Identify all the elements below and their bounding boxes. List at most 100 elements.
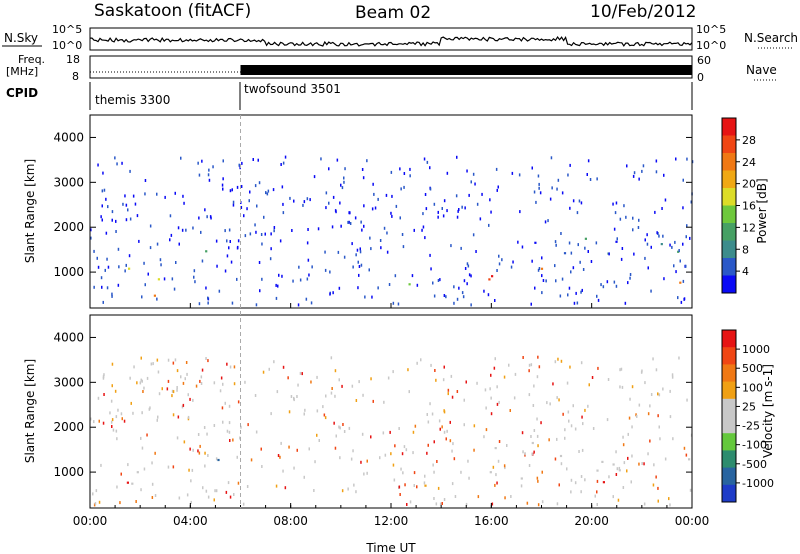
range-gate-cell <box>213 498 215 502</box>
range-gate-cell <box>324 250 326 254</box>
range-gate-cell <box>343 176 345 180</box>
cpid-label: CPID <box>6 86 38 100</box>
range-gate-cell <box>228 246 230 250</box>
range-gate-cell <box>154 494 157 497</box>
range-gate-cell <box>570 270 572 274</box>
range-gate-cell <box>307 258 310 262</box>
range-gate-cell <box>627 432 629 436</box>
range-gate-cell <box>281 185 284 189</box>
range-gate-cell <box>325 394 327 398</box>
range-gate-cell <box>549 402 551 406</box>
range-gate-cell <box>258 181 261 185</box>
range-gate-cell <box>325 191 328 195</box>
range-gate-cell <box>555 279 557 283</box>
range-gate-cell <box>655 170 658 174</box>
range-gate-cell <box>427 443 429 447</box>
range-gate-cell <box>580 290 582 294</box>
range-gate-cell <box>188 468 190 472</box>
range-gate-cell <box>674 240 676 244</box>
range-gate-cell <box>412 451 414 455</box>
range-gate-cell <box>431 412 434 416</box>
range-gate-cell <box>464 206 466 210</box>
xlabel: Time UT <box>365 541 416 554</box>
range-gate-cell <box>524 452 526 456</box>
range-gate-cell <box>255 430 258 434</box>
range-gate-cell <box>642 164 645 168</box>
power-ylabel: Slant Range [km] <box>23 159 37 263</box>
range-gate-cell <box>620 257 623 261</box>
colorbar-tick-label: 25 <box>742 400 756 413</box>
y-tick-label: 2000 <box>53 420 84 434</box>
range-gate-cell <box>587 159 590 163</box>
range-gate-cell <box>424 474 426 478</box>
range-gate-cell <box>445 295 447 299</box>
range-gate-cell <box>206 432 208 436</box>
range-gate-cell <box>465 502 468 506</box>
range-gate-cell <box>386 231 388 235</box>
range-gate-cell <box>638 218 640 222</box>
range-gate-cell <box>156 418 158 422</box>
range-gate-cell <box>616 467 619 471</box>
range-gate-cell <box>100 463 102 467</box>
range-gate-cell <box>596 503 598 506</box>
range-gate-cell <box>619 385 621 389</box>
range-gate-cell <box>313 489 315 492</box>
range-gate-cell <box>626 164 628 168</box>
range-gate-cell <box>434 369 436 372</box>
range-gate-cell <box>282 365 285 369</box>
range-gate-cell <box>358 380 360 384</box>
range-gate-cell <box>439 278 441 282</box>
range-gate-cell <box>330 391 333 395</box>
range-gate-cell <box>332 291 334 295</box>
range-gate-cell <box>226 429 229 433</box>
range-gate-cell <box>439 427 441 431</box>
range-gate-cell <box>554 457 557 461</box>
range-gate-cell <box>317 227 320 231</box>
range-gate-cell <box>237 481 240 485</box>
range-gate-cell <box>213 424 216 427</box>
range-gate-cell <box>664 457 667 461</box>
range-gate-cell <box>115 415 118 419</box>
range-gate-cell <box>658 393 661 397</box>
range-gate-cell <box>167 358 170 362</box>
range-gate-cell <box>240 425 242 429</box>
range-gate-cell <box>316 433 318 437</box>
range-gate-cell <box>558 398 560 402</box>
range-gate-cell <box>237 400 240 404</box>
range-gate-cell <box>435 502 438 506</box>
nsearch-label: N.Search <box>744 31 798 45</box>
range-gate-cell <box>369 236 371 240</box>
range-gate-cell <box>545 279 547 283</box>
range-gate-cell <box>556 502 559 506</box>
range-gate-cell <box>613 280 616 284</box>
range-gate-cell <box>173 287 176 291</box>
range-gate-cell <box>675 157 677 161</box>
colorbar-swatch <box>722 153 736 171</box>
range-gate-cell <box>146 433 148 437</box>
range-gate-cell <box>352 265 354 269</box>
range-gate-cell <box>510 495 512 498</box>
range-gate-cell <box>629 397 631 401</box>
range-gate-cell <box>154 451 156 455</box>
range-gate-cell <box>260 447 262 451</box>
range-gate-cell <box>128 267 131 270</box>
range-gate-cell <box>236 185 239 189</box>
range-gate-cell <box>463 398 465 402</box>
range-gate-cell <box>298 265 300 269</box>
range-gate-cell <box>280 441 282 445</box>
range-gate-cell <box>129 169 131 173</box>
colorbar-tick-label: 4 <box>742 265 749 278</box>
range-gate-cell <box>299 371 302 375</box>
range-gate-cell <box>127 208 129 212</box>
range-gate-cell <box>660 243 663 246</box>
range-gate-cell <box>655 159 658 163</box>
range-gate-cell <box>169 238 171 242</box>
colorbar-tick-label: 20 <box>742 178 756 191</box>
range-gate-cell <box>638 403 641 407</box>
range-gate-cell <box>236 277 238 281</box>
range-gate-cell <box>207 495 210 499</box>
range-gate-cell <box>302 203 304 207</box>
colorbar-swatch <box>722 381 736 400</box>
range-gate-cell <box>654 210 656 214</box>
range-gate-cell <box>205 250 208 253</box>
